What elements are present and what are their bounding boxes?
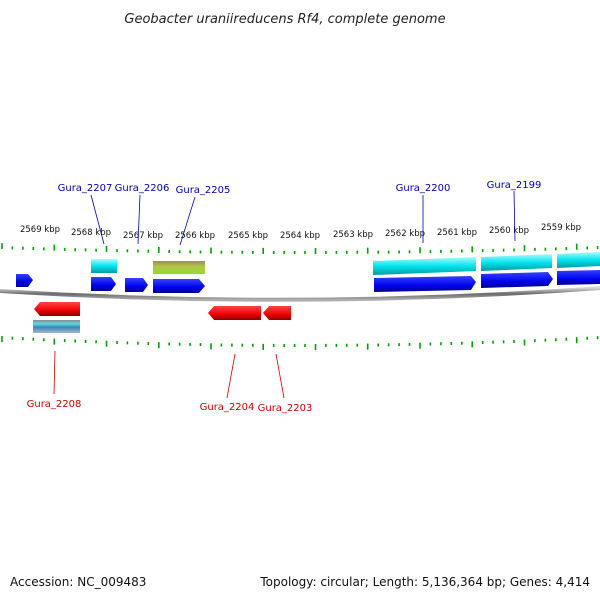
scale-label-2563: 2563 kbp — [333, 230, 373, 240]
outer-tick-row — [1, 243, 599, 254]
scale-label-2561: 2561 kbp — [437, 228, 477, 238]
scale-label-2566: 2566 kbp — [175, 231, 215, 241]
leader-gura-2204 — [226, 353, 236, 399]
leader-gura-2205 — [179, 196, 196, 246]
gene-label-gura-2204[interactable]: Gura_2204 — [200, 402, 255, 413]
leader-gura-2203 — [275, 353, 285, 399]
inner-tick-row — [1, 336, 599, 350]
scale-label-2569: 2569 kbp — [20, 225, 60, 235]
scale-label-2565: 2565 kbp — [228, 231, 268, 241]
genome-backbone — [0, 286, 600, 302]
cds-arrow-gura-2206[interactable] — [125, 278, 148, 292]
scale-label-2564: 2564 kbp — [280, 231, 320, 241]
gene-bar-gura-2208[interactable] — [33, 320, 80, 333]
gene-bar-gura-2200[interactable] — [373, 257, 476, 275]
cds-arrow-forward-1[interactable] — [16, 274, 33, 287]
gene-bar-gura-2205[interactable] — [153, 261, 205, 274]
leader-gura-2206 — [137, 194, 141, 245]
leader-gura-2199 — [513, 190, 516, 242]
gene-label-gura-2208[interactable]: Gura_2208 — [27, 399, 82, 410]
reverse-cds-arrows — [34, 302, 291, 320]
leader-gura-2208 — [53, 350, 56, 395]
gene-label-gura-2206[interactable]: Gura_2206 — [115, 183, 170, 194]
gene-labels: Gura_2207 Gura_2206 Gura_2205 Gura_2200 … — [27, 180, 542, 414]
gene-label-gura-2205[interactable]: Gura_2205 — [176, 185, 231, 196]
genome-info-text: Topology: circular; Length: 5,136,364 bp… — [259, 575, 590, 589]
forward-cds-arrows — [16, 270, 600, 293]
gene-bar-gura-2199[interactable] — [481, 254, 552, 271]
gene-bar-gura-2207[interactable] — [91, 259, 117, 273]
scale-label-2568: 2568 kbp — [71, 228, 111, 238]
map-title: Geobacter uraniireducens Rf4, complete g… — [124, 12, 445, 27]
cds-arrow-gura-2208[interactable] — [34, 302, 80, 316]
cds-arrow-gura-2203[interactable] — [263, 306, 291, 320]
cds-arrow-gura-2198[interactable] — [557, 270, 600, 285]
gene-bar-gura-2198[interactable] — [557, 252, 600, 268]
gene-label-gura-2207[interactable]: Gura_2207 — [58, 183, 113, 194]
accession-text: Accession: NC_009483 — [10, 575, 146, 589]
leader-gura-2207 — [90, 194, 105, 245]
forward-gene-bars — [91, 252, 600, 275]
cds-arrow-gura-2199[interactable] — [481, 272, 553, 288]
gene-label-gura-2200[interactable]: Gura_2200 — [396, 183, 451, 194]
cds-arrow-gura-2204[interactable] — [208, 306, 261, 320]
scale-label-2567: 2567 kbp — [123, 231, 163, 241]
scale-labels: 2569 kbp 2568 kbp 2567 kbp 2566 kbp 2565… — [20, 223, 581, 241]
cds-arrow-gura-2207[interactable] — [91, 277, 116, 291]
leader-lines — [53, 190, 516, 399]
cds-arrow-gura-2205[interactable] — [153, 279, 205, 293]
cds-arrow-gura-2200[interactable] — [374, 276, 476, 292]
scale-label-2562: 2562 kbp — [385, 229, 425, 239]
scale-label-2559: 2559 kbp — [541, 223, 581, 233]
gene-label-gura-2203[interactable]: Gura_2203 — [258, 403, 313, 414]
scale-label-2560: 2560 kbp — [489, 226, 529, 236]
gene-label-gura-2199[interactable]: Gura_2199 — [487, 180, 542, 191]
